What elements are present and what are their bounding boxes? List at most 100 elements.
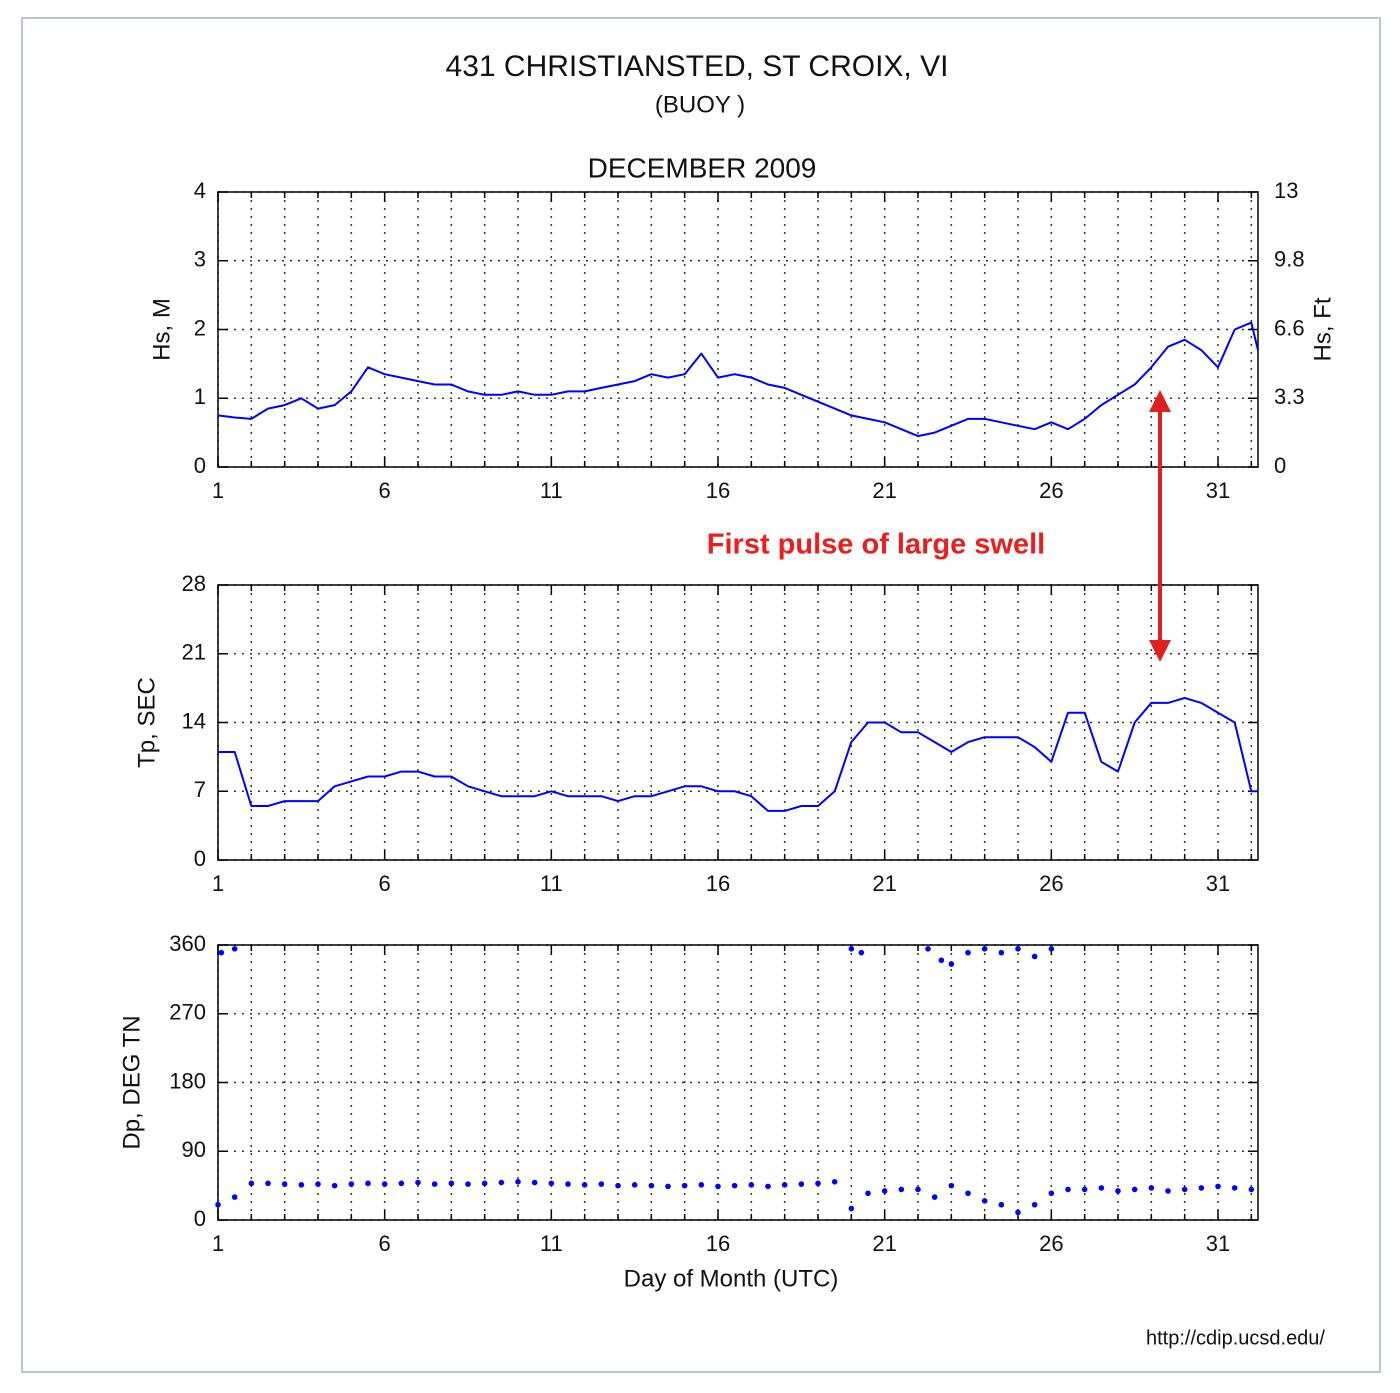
plot-frame xyxy=(217,584,1259,861)
data-point xyxy=(731,1182,738,1189)
y2-tick-label: 13 xyxy=(1274,178,1298,203)
data-point xyxy=(648,1182,655,1189)
y-tick-label: 90 xyxy=(182,1137,206,1162)
x-tick-label: 11 xyxy=(540,1231,563,1256)
data-point xyxy=(1031,953,1038,960)
data-point xyxy=(1031,1201,1038,1208)
data-point xyxy=(381,1181,388,1187)
data-point xyxy=(431,1181,438,1187)
data-point xyxy=(498,1179,505,1186)
data-point xyxy=(681,1182,688,1189)
data-point xyxy=(1015,946,1021,952)
data-point xyxy=(1065,1186,1071,1193)
data-point xyxy=(1015,1209,1021,1216)
data-point xyxy=(565,1181,571,1187)
x-tick-label: 31 xyxy=(1206,478,1230,503)
y-tick-label: 270 xyxy=(169,1000,206,1025)
data-point xyxy=(1098,1185,1105,1191)
data-point xyxy=(348,1181,355,1187)
data-point xyxy=(1048,946,1055,952)
x-tick-label: 6 xyxy=(379,1231,391,1256)
data-point xyxy=(1081,1186,1088,1193)
data-point xyxy=(865,1190,871,1197)
data-point xyxy=(231,1194,238,1200)
data-point xyxy=(415,1179,421,1186)
data-point xyxy=(931,1194,938,1200)
plot-frame xyxy=(217,191,1259,468)
data-point xyxy=(298,1182,305,1188)
data-point xyxy=(798,1181,805,1187)
data-point xyxy=(615,1182,621,1189)
y-axis-label: Dp, DEG TN xyxy=(118,1015,145,1149)
y-tick-label: 0 xyxy=(194,846,206,871)
data-point xyxy=(981,946,988,952)
x-tick-label: 26 xyxy=(1039,871,1063,896)
x-tick-label: 16 xyxy=(706,1231,730,1256)
annotation: First pulse of large swell xyxy=(707,529,1045,561)
source: http://cdip.ucsd.edu/ xyxy=(1146,1327,1325,1349)
y-tick-label: 180 xyxy=(169,1068,206,1093)
x-tick-label: 6 xyxy=(379,478,391,503)
data-point xyxy=(631,1182,638,1188)
data-point xyxy=(215,1201,221,1208)
x-tick-label: 16 xyxy=(706,871,730,896)
data-point xyxy=(531,1179,538,1186)
y2-tick-label: 3.3 xyxy=(1274,384,1305,409)
x-tick-label: 21 xyxy=(872,1231,896,1256)
data-point xyxy=(231,946,238,952)
data-point xyxy=(1115,1188,1121,1194)
data-point xyxy=(465,1181,471,1187)
data-point xyxy=(898,1186,905,1193)
y-axis-label: Tp, SEC xyxy=(133,677,160,768)
data-point xyxy=(848,946,855,952)
x-axis-label: Day of Month (UTC) xyxy=(624,1265,839,1292)
data-point xyxy=(665,1183,671,1190)
x-tick-label: 6 xyxy=(379,871,391,896)
y-tick-label: 21 xyxy=(182,640,206,665)
y2-tick-label: 6.6 xyxy=(1274,315,1305,340)
data-point xyxy=(748,1182,755,1188)
chart-title: 431 CHRISTIANSTED, ST CROIX, VI xyxy=(446,50,949,83)
annotation-arrow xyxy=(1149,390,1171,662)
data-line xyxy=(217,321,1259,438)
x-tick-label: 1 xyxy=(212,1231,224,1256)
data-point xyxy=(1165,1188,1171,1194)
data-point xyxy=(248,1180,255,1187)
y-tick-label: 0 xyxy=(194,1206,206,1231)
data-point xyxy=(1215,1183,1221,1190)
data-point xyxy=(365,1180,371,1187)
x-tick-label: 16 xyxy=(706,478,730,503)
data-point xyxy=(331,1182,338,1189)
data-point xyxy=(1248,1186,1255,1193)
y-tick-label: 4 xyxy=(194,178,206,203)
data-point xyxy=(965,949,971,956)
chart-subtitle: (BUOY ) xyxy=(655,91,745,118)
data-point xyxy=(938,957,945,964)
data-point xyxy=(1231,1185,1238,1191)
arrow-head xyxy=(1149,390,1171,412)
data-point xyxy=(1048,1190,1055,1197)
data-point xyxy=(881,1188,888,1194)
data-point xyxy=(1198,1185,1205,1191)
x-tick-label: 21 xyxy=(872,478,896,503)
data-point xyxy=(598,1181,605,1187)
data-point xyxy=(515,1179,521,1185)
arrow-head xyxy=(1149,640,1171,662)
data-point xyxy=(281,1181,288,1187)
x-tick-label: 31 xyxy=(1206,871,1230,896)
y-tick-label: 3 xyxy=(194,247,206,272)
data-point xyxy=(1131,1186,1138,1193)
y-tick-label: 360 xyxy=(169,931,206,956)
data-point xyxy=(981,1198,988,1204)
data-point xyxy=(398,1180,405,1187)
data-point xyxy=(218,949,225,956)
data-point xyxy=(765,1183,771,1190)
data-line xyxy=(218,696,1258,812)
plot-frame xyxy=(217,944,1259,1221)
y-tick-label: 0 xyxy=(194,453,206,478)
data-point xyxy=(265,1180,271,1187)
